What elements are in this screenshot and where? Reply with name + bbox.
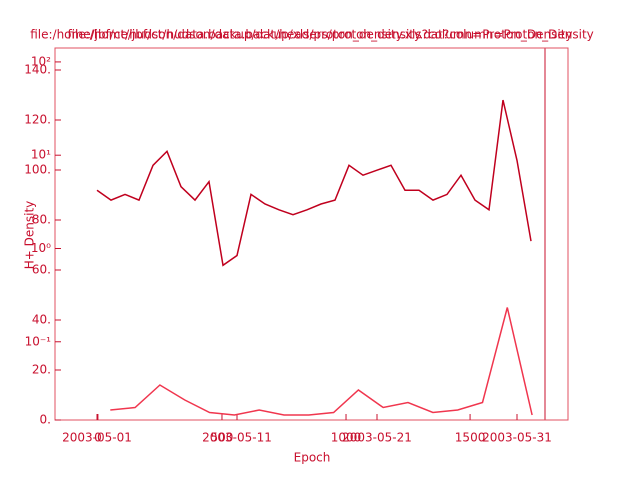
y-tick-label: 140.: [24, 63, 51, 77]
chart-title: file:/home/jbf/ct/hudson/data.backup/xls…: [67, 28, 572, 42]
x-tick-label: 2003-05-21: [342, 431, 412, 445]
y-axis-label: H+ Density: [23, 201, 37, 270]
x-tick-label: 2003-05-11: [202, 431, 272, 445]
y-tick-label: 10⁰: [31, 241, 51, 255]
data-line: [96, 99, 532, 267]
x-tick-label: 2003-05-01: [62, 431, 132, 445]
x-tick-label: 500: [211, 431, 234, 445]
data-line: [110, 307, 533, 416]
y-tick-label: 0.: [40, 413, 51, 427]
plot-frame: [54, 47, 546, 421]
chart-title: file:/home/jbf/ct/hudson/data.backup/dat…: [30, 28, 594, 42]
x-axis-label: Epoch: [294, 451, 331, 465]
y-tick-label: 40.: [32, 313, 51, 327]
x-tick-label: 1000: [331, 431, 362, 445]
y-tick-label: 120.: [24, 113, 51, 127]
y-tick-label: 100.: [24, 163, 51, 177]
y-tick-label: 20.: [32, 363, 51, 377]
x-tick-label: 1500: [455, 431, 486, 445]
y-tick-label: 80.: [32, 213, 51, 227]
x-tick-label: 2003-05-31: [482, 431, 552, 445]
y-tick-label: 10²: [31, 54, 51, 68]
y-tick-label: 10¹: [31, 148, 51, 162]
y-tick-label: 60.: [32, 263, 51, 277]
y-tick-label: 10⁻¹: [25, 334, 52, 348]
plot-frame-outer: [54, 47, 569, 421]
x-tick-label: 0: [94, 431, 102, 445]
